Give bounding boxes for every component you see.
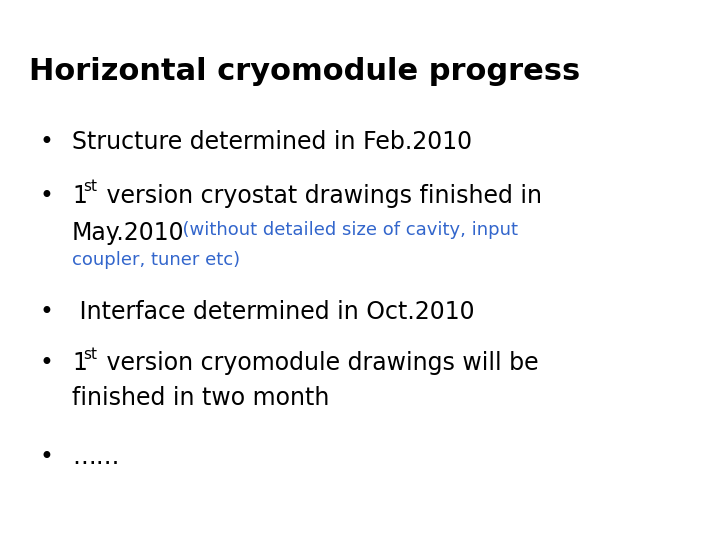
Text: Horizontal cryomodule progress: Horizontal cryomodule progress xyxy=(29,57,580,86)
Text: version cryomodule drawings will be: version cryomodule drawings will be xyxy=(99,351,539,375)
Text: •: • xyxy=(40,351,53,375)
Text: Structure determined in Feb.2010: Structure determined in Feb.2010 xyxy=(72,130,472,153)
Text: (without detailed size of cavity, input: (without detailed size of cavity, input xyxy=(171,221,518,239)
Text: •: • xyxy=(40,184,53,207)
Text: coupler, tuner etc): coupler, tuner etc) xyxy=(72,251,240,269)
Text: version cryostat drawings finished in: version cryostat drawings finished in xyxy=(99,184,542,207)
Text: finished in two month: finished in two month xyxy=(72,386,329,410)
Text: 1: 1 xyxy=(72,184,87,207)
Text: ……: …… xyxy=(72,446,120,469)
Text: •: • xyxy=(40,300,53,323)
Text: st: st xyxy=(84,347,97,362)
Text: •: • xyxy=(40,446,53,469)
Text: May.2010: May.2010 xyxy=(72,221,184,245)
Text: 1: 1 xyxy=(72,351,87,375)
Text: •: • xyxy=(40,130,53,153)
Text: st: st xyxy=(84,179,97,194)
Text: Interface determined in Oct.2010: Interface determined in Oct.2010 xyxy=(72,300,474,323)
